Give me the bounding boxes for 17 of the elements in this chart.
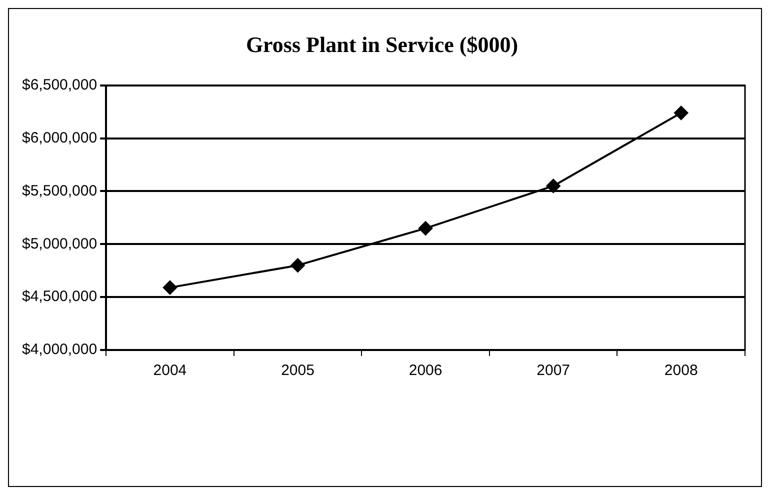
y-tick-label: $6,000,000 bbox=[22, 129, 98, 146]
point bbox=[674, 106, 688, 120]
x-tick-label: 2005 bbox=[281, 362, 314, 380]
point bbox=[546, 178, 560, 193]
point bbox=[418, 221, 433, 236]
y-tick-label: $5,500,000 bbox=[22, 182, 98, 200]
x-tick-label: 2007 bbox=[536, 362, 570, 380]
point bbox=[290, 258, 305, 272]
y-tick-label: $6,500,000 bbox=[22, 76, 98, 94]
x-tick-label: 2006 bbox=[408, 362, 442, 380]
y-tick-label: $4,000,000 bbox=[22, 341, 98, 358]
x-tick-label: 2008 bbox=[664, 362, 698, 380]
y-tick-label: $5,000,000 bbox=[22, 235, 98, 252]
y-tick-label: $4,500,000 bbox=[22, 288, 98, 306]
chart-title: Gross Plant in Service ($000) bbox=[246, 32, 518, 57]
x-tick-label: 2004 bbox=[153, 362, 187, 380]
point bbox=[162, 280, 177, 295]
